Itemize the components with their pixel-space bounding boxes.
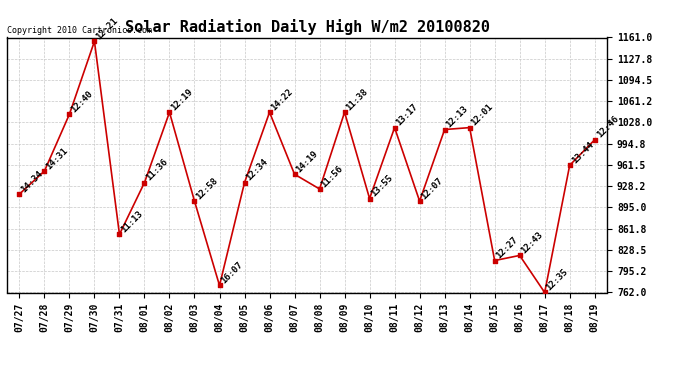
Point (39, 168, 50, 174)
Point (539, 290, 550, 296)
Text: 11:13: 11:13 (119, 209, 145, 234)
Text: 12:01: 12:01 (470, 102, 495, 128)
Text: 12:43: 12:43 (520, 230, 545, 255)
Point (289, 171, 300, 177)
Text: 12:34: 12:34 (244, 157, 270, 183)
Text: 12:46: 12:46 (595, 114, 620, 140)
Point (589, 137, 600, 143)
Point (64, 111, 75, 117)
Point (89, 38, 100, 44)
Text: 13:55: 13:55 (370, 173, 395, 198)
Text: 11:56: 11:56 (319, 164, 345, 189)
Point (439, 126, 450, 132)
Text: 12:35: 12:35 (544, 267, 570, 292)
Text: 16:07: 16:07 (219, 260, 245, 285)
Text: 12:19: 12:19 (170, 87, 195, 112)
Point (314, 186, 325, 192)
Point (214, 282, 225, 288)
Point (389, 124, 400, 130)
Text: 12:27: 12:27 (495, 235, 520, 261)
Point (514, 252, 525, 258)
Text: 12:13: 12:13 (444, 104, 470, 129)
Text: 13:17: 13:17 (395, 102, 420, 128)
Point (139, 180, 150, 186)
Text: 12:21: 12:21 (95, 16, 120, 41)
Text: 14:19: 14:19 (295, 149, 320, 174)
Text: 14:22: 14:22 (270, 87, 295, 112)
Text: 14:31: 14:31 (44, 146, 70, 171)
Text: 12:58: 12:58 (195, 176, 220, 201)
Text: 14:34: 14:34 (19, 169, 45, 194)
Point (489, 258, 500, 264)
Text: Copyright 2010 Cartronics.com: Copyright 2010 Cartronics.com (7, 26, 152, 35)
Point (564, 162, 575, 168)
Point (239, 180, 250, 186)
Text: 11:38: 11:38 (344, 87, 370, 112)
Title: Solar Radiation Daily High W/m2 20100820: Solar Radiation Daily High W/m2 20100820 (125, 19, 489, 35)
Point (264, 109, 275, 115)
Text: 12:40: 12:40 (70, 89, 95, 114)
Point (339, 109, 350, 115)
Point (164, 109, 175, 115)
Point (414, 198, 425, 204)
Point (464, 124, 475, 130)
Point (364, 195, 375, 201)
Point (114, 231, 125, 237)
Text: 11:36: 11:36 (144, 157, 170, 183)
Text: 13:44: 13:44 (570, 140, 595, 165)
Text: 12:07: 12:07 (420, 176, 445, 201)
Point (189, 198, 200, 204)
Point (14, 191, 25, 197)
